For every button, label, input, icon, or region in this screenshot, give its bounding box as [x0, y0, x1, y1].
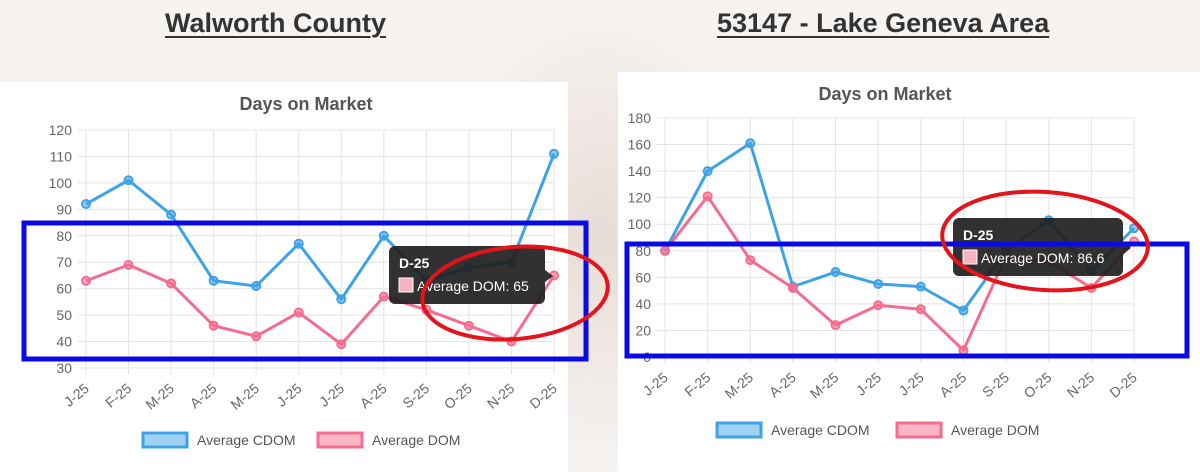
data-point-dom	[208, 320, 219, 331]
legend-label-dom: Average DOM	[372, 432, 460, 448]
y-tick-label: 120	[49, 122, 73, 138]
chart-panel-left: Days on Market 30 40 50 60 70 80 90 100 110 120 J-2…	[0, 82, 568, 472]
data-point-dom	[251, 331, 262, 342]
data-point-dom	[378, 291, 389, 302]
y-tick-label: 20	[635, 322, 651, 338]
y-tick-label: 70	[56, 254, 72, 270]
tooltip-box	[389, 246, 545, 304]
legend-swatch-cdom	[141, 431, 189, 449]
y-tick-label: 100	[628, 216, 652, 232]
highlight-box-right	[624, 241, 1190, 359]
legend-label-cdom: Average CDOM	[771, 422, 870, 438]
data-point-dom	[123, 259, 134, 270]
y-tick-label: 90	[56, 201, 72, 217]
data-point-dom	[81, 275, 91, 286]
highlight-circle-right	[940, 189, 1150, 293]
legend-label-cdom: Average CDOM	[197, 432, 296, 448]
data-point-cdom	[378, 230, 389, 241]
data-point-cdom	[166, 209, 177, 220]
data-point-cdom	[251, 281, 262, 292]
data-point-dom	[702, 191, 713, 202]
chart-panel-right: Days on Market 0 20 40 60 80 100 120 140 160 180 J-…	[618, 72, 1200, 472]
data-point-dom	[463, 320, 474, 331]
data-point-cdom	[208, 275, 219, 286]
y-tick-label: 140	[628, 163, 652, 179]
chart-title: Days on Market	[818, 84, 951, 104]
data-point-cdom	[702, 166, 713, 177]
y-tick-label: 40	[56, 334, 72, 350]
tooltip-title: D-25	[399, 255, 430, 271]
y-tick-label: 120	[628, 190, 652, 206]
data-point-cdom	[293, 238, 304, 249]
series-line-dom	[85, 263, 556, 346]
data-point-dom	[336, 339, 347, 350]
y-tick-label: 60	[56, 281, 72, 297]
data-point-dom	[166, 278, 177, 289]
data-point-cdom	[81, 199, 91, 210]
data-point-cdom	[915, 281, 926, 292]
y-tick-label: 100	[49, 175, 73, 191]
data-point-dom	[745, 255, 756, 266]
data-point-cdom	[873, 278, 884, 289]
chart-left: Days on Market30405060708090100110120J-2…	[49, 94, 560, 449]
y-tick-label: 180	[628, 110, 652, 126]
highlight-box-left	[21, 220, 589, 362]
heading-lake-geneva-area: 53147 - Lake Geneva Area	[717, 8, 1050, 38]
data-point-cdom	[1129, 223, 1139, 234]
data-point-cdom	[549, 148, 559, 159]
tooltip-title: D-25	[963, 227, 994, 243]
highlight-circle-left	[420, 244, 610, 342]
data-point-cdom	[830, 267, 841, 278]
tooltip-label: Average DOM: 65	[417, 278, 529, 294]
data-point-cdom	[958, 305, 969, 316]
tooltip-swatch	[962, 249, 978, 265]
data-point-dom	[830, 320, 841, 331]
tooltip-caret	[545, 270, 553, 282]
y-tick-label: 60	[635, 269, 651, 285]
chart-right: Days on Market020406080100120140160180J-…	[628, 84, 1140, 439]
tooltip-label: Average DOM: 86.6	[981, 250, 1105, 266]
data-point-cdom	[745, 138, 756, 149]
data-point-dom	[293, 307, 304, 318]
y-tick-label: 80	[56, 228, 72, 244]
legend-swatch-dom	[316, 431, 364, 449]
y-tick-label: 80	[635, 243, 651, 259]
legend-swatch-dom	[895, 421, 943, 439]
y-tick-label: 40	[635, 296, 651, 312]
y-tick-label: 50	[56, 307, 72, 323]
y-tick-label: 30	[56, 360, 72, 376]
legend-swatch-cdom	[715, 421, 763, 439]
data-point-cdom	[336, 294, 347, 305]
heading-walworth-county: Walworth County	[165, 8, 386, 38]
tooltip-box	[953, 218, 1123, 276]
data-point-dom	[660, 245, 670, 256]
data-point-dom	[787, 282, 798, 293]
tooltip-swatch	[398, 277, 414, 293]
data-point-cdom	[123, 175, 134, 186]
chart-title: Days on Market	[239, 94, 372, 114]
legend-label-dom: Average DOM	[951, 422, 1039, 438]
y-tick-label: 110	[50, 148, 73, 164]
data-point-dom	[915, 304, 926, 315]
data-point-dom	[873, 300, 884, 311]
y-tick-label: 160	[628, 137, 652, 153]
